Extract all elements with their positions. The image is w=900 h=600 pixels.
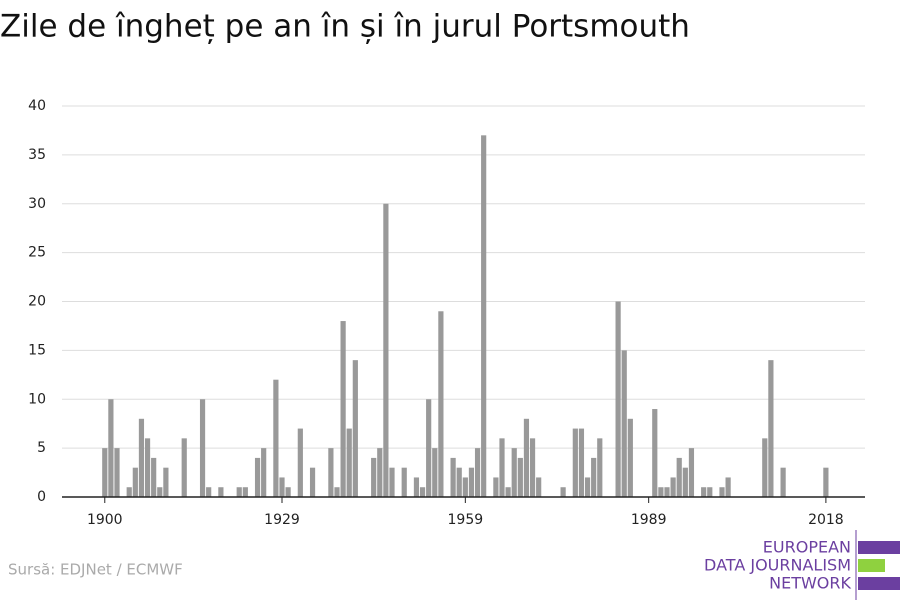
bar bbox=[352, 360, 358, 497]
bar bbox=[144, 438, 151, 497]
bar bbox=[102, 448, 108, 497]
bar bbox=[725, 477, 731, 497]
bar bbox=[163, 467, 169, 497]
chart-title: Zile de îngheț pe an în și în jurul Port… bbox=[0, 9, 690, 45]
bar bbox=[493, 477, 499, 497]
bar bbox=[346, 428, 352, 497]
bar bbox=[621, 350, 627, 497]
bar bbox=[450, 457, 456, 497]
bar bbox=[591, 457, 597, 497]
bar bbox=[462, 477, 468, 497]
logo-bar bbox=[858, 541, 900, 554]
bar bbox=[181, 438, 187, 497]
bar bbox=[511, 448, 517, 497]
bar bbox=[218, 487, 224, 497]
y-tick-label: 40 bbox=[28, 98, 46, 114]
bar bbox=[670, 477, 676, 497]
y-tick-label: 25 bbox=[28, 245, 46, 261]
bar bbox=[572, 428, 578, 497]
bar bbox=[138, 418, 145, 497]
bar bbox=[658, 487, 664, 497]
bar bbox=[328, 448, 334, 497]
bar bbox=[236, 487, 242, 497]
bar bbox=[523, 418, 530, 497]
bar bbox=[688, 448, 695, 497]
bar bbox=[432, 448, 438, 497]
bar bbox=[719, 487, 725, 497]
bar bbox=[206, 487, 212, 497]
bar bbox=[499, 438, 505, 497]
bar bbox=[108, 399, 114, 497]
logo-text: DATA JOURNALISM bbox=[704, 556, 851, 575]
y-tick-label: 0 bbox=[37, 489, 46, 505]
bar bbox=[597, 438, 603, 497]
x-tick-label: 1959 bbox=[448, 512, 484, 528]
bar bbox=[261, 448, 267, 497]
bar bbox=[584, 477, 591, 497]
bar bbox=[481, 135, 487, 497]
bar bbox=[560, 487, 566, 497]
logo-bar bbox=[858, 559, 885, 572]
bar bbox=[242, 487, 248, 497]
bar bbox=[151, 457, 157, 497]
y-tick-label: 35 bbox=[28, 147, 46, 163]
bar bbox=[529, 438, 536, 497]
logo-bar bbox=[858, 577, 900, 590]
bar bbox=[823, 467, 829, 497]
y-tick-label: 10 bbox=[28, 391, 46, 407]
x-tick-label: 2018 bbox=[808, 512, 844, 528]
bar bbox=[297, 428, 303, 497]
bar bbox=[199, 399, 206, 497]
bar bbox=[413, 477, 420, 497]
bar bbox=[615, 301, 621, 497]
bar bbox=[517, 457, 523, 497]
bar bbox=[419, 487, 426, 497]
bar bbox=[505, 487, 511, 497]
bar bbox=[285, 487, 291, 497]
bar bbox=[438, 311, 444, 497]
bar bbox=[780, 467, 786, 497]
bar bbox=[273, 379, 279, 497]
bar bbox=[132, 467, 138, 497]
bar bbox=[536, 477, 542, 497]
bar bbox=[768, 360, 774, 497]
bar bbox=[707, 487, 713, 497]
bar bbox=[474, 448, 481, 497]
bar bbox=[664, 487, 670, 497]
bar bbox=[114, 448, 120, 497]
bar bbox=[309, 467, 316, 497]
bar bbox=[279, 477, 285, 497]
bar bbox=[578, 428, 585, 497]
bar bbox=[371, 457, 377, 497]
bar bbox=[254, 457, 261, 497]
bar bbox=[334, 487, 340, 497]
y-tick-label: 5 bbox=[37, 440, 46, 456]
bar bbox=[126, 487, 132, 497]
bar bbox=[157, 487, 163, 497]
x-tick-label: 1929 bbox=[264, 512, 300, 528]
x-tick-label: 1900 bbox=[87, 512, 123, 528]
bar bbox=[389, 467, 395, 497]
y-tick-label: 30 bbox=[28, 196, 46, 212]
bar bbox=[682, 467, 688, 497]
bar bbox=[701, 487, 707, 497]
logo-text: NETWORK bbox=[769, 574, 851, 593]
logo-text: EUROPEAN bbox=[763, 538, 851, 557]
bar bbox=[377, 448, 383, 497]
bar bbox=[383, 203, 389, 497]
bar bbox=[468, 467, 475, 497]
bar bbox=[426, 399, 432, 497]
bar bbox=[652, 409, 658, 497]
bar bbox=[627, 418, 633, 497]
y-tick-label: 15 bbox=[28, 342, 46, 358]
bar bbox=[762, 438, 768, 497]
x-tick-label: 1989 bbox=[631, 512, 667, 528]
y-tick-label: 20 bbox=[28, 294, 46, 310]
bar bbox=[340, 321, 346, 497]
bar bbox=[401, 467, 407, 497]
source: Sursă: EDJNet / ECMWF bbox=[8, 561, 183, 579]
bar bbox=[456, 467, 462, 497]
bar bbox=[676, 457, 682, 497]
